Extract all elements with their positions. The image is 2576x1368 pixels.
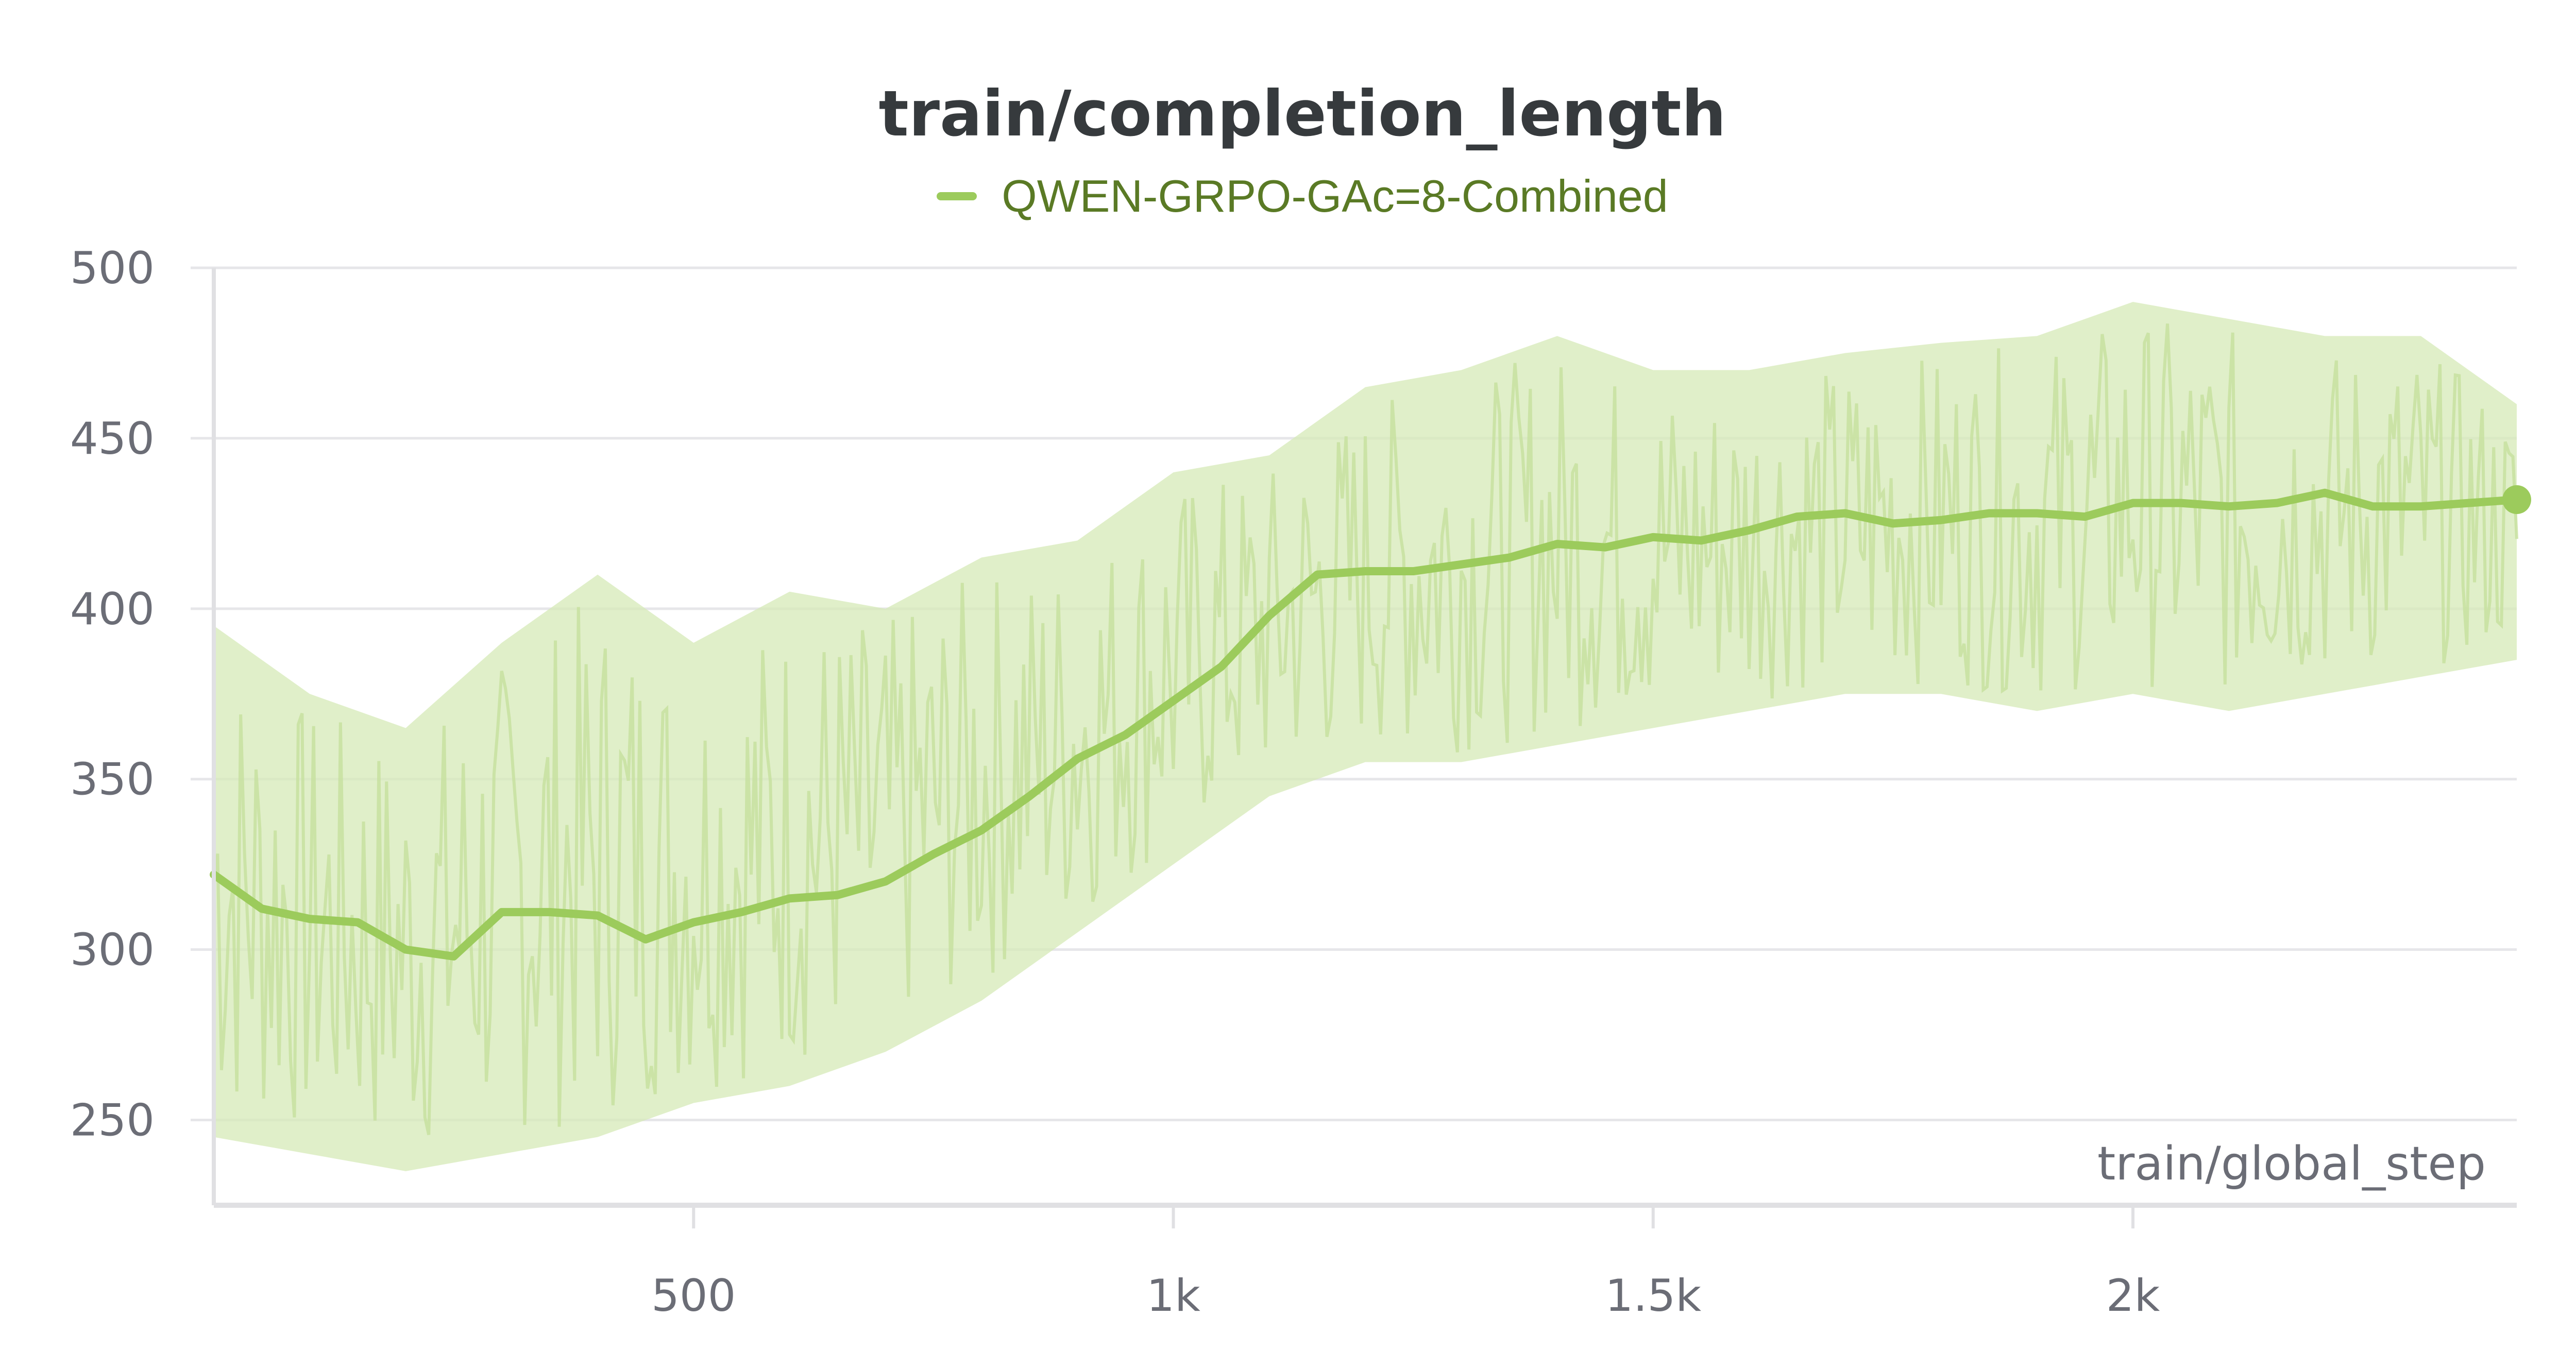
series-point[interactable] (738, 909, 744, 915)
series-point[interactable] (978, 827, 985, 833)
legend[interactable]: QWEN-GRPO-GAc=8-Combined (0, 170, 2576, 223)
y-tick-label: 400 (70, 584, 155, 635)
chart-title: train/completion_length (878, 77, 1726, 150)
series-point[interactable] (307, 916, 313, 922)
series-point[interactable] (2178, 500, 2184, 506)
series-point[interactable] (930, 851, 937, 857)
series-end-point[interactable] (2502, 485, 2531, 515)
series-point[interactable] (787, 895, 793, 901)
series-point[interactable] (259, 905, 265, 912)
series-point[interactable] (1314, 572, 1320, 578)
legend-label: QWEN-GRPO-GAc=8-Combined (1002, 170, 1668, 221)
series-point[interactable] (883, 878, 889, 884)
series-point[interactable] (642, 936, 649, 943)
series-point[interactable] (451, 953, 457, 960)
legend-swatch-icon (937, 192, 977, 200)
x-axis-label: train/global_step (2097, 1137, 2486, 1191)
series-point[interactable] (403, 947, 409, 953)
x-tick-label: 500 (651, 1270, 736, 1322)
series-point[interactable] (595, 912, 601, 918)
series-point[interactable] (1698, 537, 1704, 543)
series-point[interactable] (2274, 500, 2280, 506)
series-point[interactable] (1506, 555, 1512, 561)
series-point[interactable] (1986, 510, 1992, 517)
series-point[interactable] (1218, 663, 1225, 670)
x-tick-label: 2k (2106, 1270, 2160, 1322)
series-point[interactable] (1074, 756, 1080, 762)
y-tick-label: 500 (70, 243, 155, 294)
series-point[interactable] (2034, 510, 2040, 517)
series-point[interactable] (2322, 490, 2328, 496)
series-point[interactable] (835, 892, 841, 898)
x-tick-label: 1k (1146, 1270, 1200, 1322)
series-point[interactable] (1746, 527, 1752, 534)
series-point[interactable] (1794, 514, 1800, 520)
series-point[interactable] (1026, 793, 1032, 799)
y-tick-label: 450 (70, 413, 155, 465)
series-point[interactable] (1554, 541, 1561, 547)
series-point[interactable] (1650, 534, 1656, 540)
axes: 250 300 350 400 450 500 500 1k 1.5k 2k train/globa… (70, 243, 2517, 1322)
series-point[interactable] (499, 909, 505, 915)
series-point[interactable] (2226, 503, 2232, 509)
smoothed-line-layer (210, 485, 2531, 961)
series-point[interactable] (1890, 520, 1896, 526)
series-point[interactable] (1938, 517, 1944, 523)
y-tick-label: 250 (70, 1095, 155, 1147)
series-point[interactable] (1122, 732, 1128, 738)
series-point[interactable] (547, 909, 553, 915)
raw-series-line (212, 323, 2518, 1135)
y-tick-label: 350 (70, 754, 155, 806)
series-point[interactable] (2130, 500, 2136, 506)
series-point[interactable] (1266, 612, 1273, 619)
series-point[interactable] (690, 919, 697, 926)
series-point[interactable] (1362, 568, 1368, 574)
series-point[interactable] (2370, 503, 2376, 509)
raw-data-band (212, 302, 2518, 1171)
series-point[interactable] (2082, 514, 2088, 520)
series-point[interactable] (1171, 698, 1177, 704)
series-point[interactable] (354, 919, 361, 926)
series-point[interactable] (1458, 561, 1464, 568)
series-point[interactable] (2418, 503, 2424, 509)
x-tick-label: 1.5k (1605, 1270, 1701, 1322)
series-point[interactable] (2466, 500, 2472, 506)
smoothed-series-line[interactable] (210, 488, 2521, 961)
y-tick-label: 300 (70, 925, 155, 976)
series-point[interactable] (1410, 568, 1416, 574)
series-point[interactable] (1842, 510, 1848, 517)
series-point[interactable] (1602, 544, 1608, 551)
